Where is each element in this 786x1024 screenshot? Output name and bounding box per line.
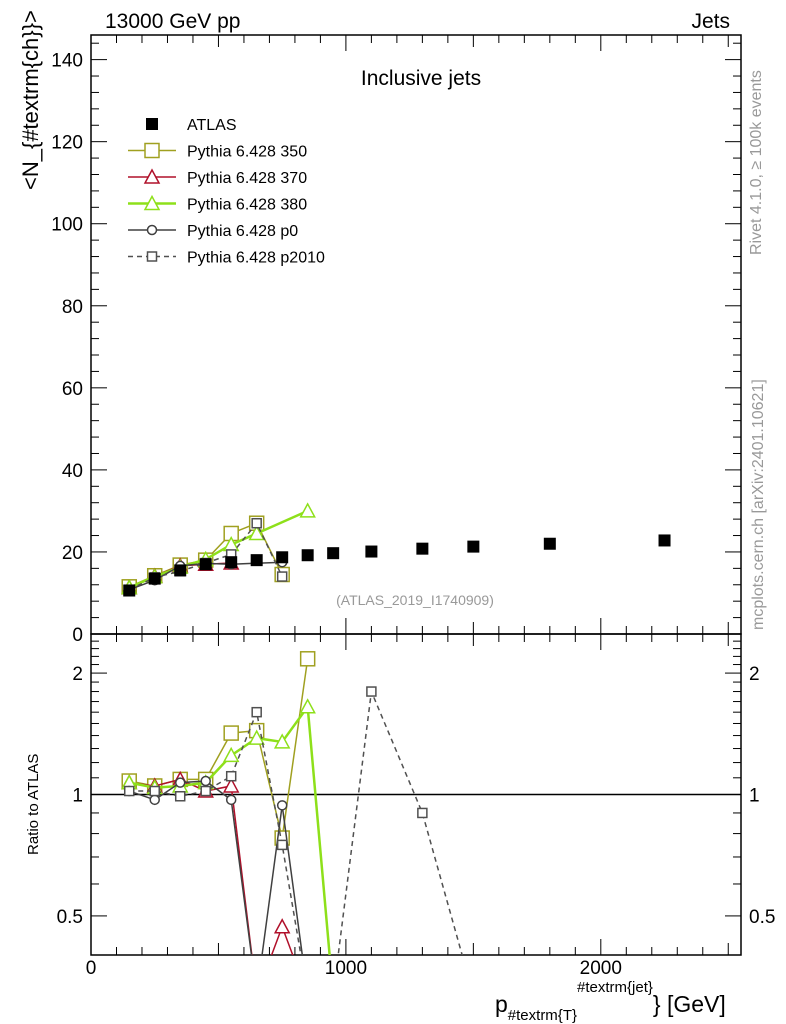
ratio-y-tick-label: 0.5 bbox=[57, 907, 83, 928]
atlas-point bbox=[123, 584, 136, 597]
series-4-ratio-point bbox=[225, 770, 237, 782]
series-1-ratio-point bbox=[222, 777, 240, 793]
series-3-ratio-point bbox=[225, 794, 237, 806]
series-0-ratio-point bbox=[223, 725, 239, 741]
x-axis-label: p#textrm{T}#textrm{jet}} [GeV] bbox=[495, 979, 726, 1024]
ratio-y-tick-label: 0.5 bbox=[749, 907, 775, 928]
series-1-ratio-line bbox=[129, 778, 294, 955]
y-tick-label: 20 bbox=[62, 543, 83, 564]
ratio-y-tick-label: 2 bbox=[72, 664, 83, 685]
y-tick-label: 80 bbox=[62, 297, 83, 318]
series-4-ratio-point bbox=[366, 686, 377, 697]
mcplots-label: mcplots.cern.ch [arXiv:2401.10621] bbox=[750, 379, 767, 630]
legend-label: ATLAS bbox=[187, 117, 237, 134]
y-tick-label: 0 bbox=[72, 625, 83, 646]
series-3-ratio-line bbox=[128, 780, 304, 955]
series-3-ratio-point bbox=[200, 775, 211, 787]
atlas-point bbox=[365, 545, 378, 558]
series-2-ratio-point bbox=[248, 729, 265, 745]
series-4-ratio-point bbox=[200, 785, 211, 797]
y-tick-label: 120 bbox=[51, 133, 83, 154]
series-4-ratio-point bbox=[149, 785, 160, 797]
ratio-panel: 0 1000 2000 0.5 0.5 1 1 2 2 bbox=[57, 633, 775, 979]
legend-marker bbox=[146, 224, 158, 236]
ratio-y-tick-label: 2 bbox=[749, 664, 760, 685]
rivet-label: Rivet 4.1.0, ≥ 100k events bbox=[748, 70, 765, 255]
atlas-point bbox=[199, 558, 212, 571]
legend-label: Pythia 6.428 p0 bbox=[187, 223, 298, 240]
legend-marker bbox=[146, 251, 158, 262]
analysis-watermark: (ATLAS_2019_I1740909) bbox=[336, 592, 494, 608]
series-4-ratio-point bbox=[174, 791, 186, 802]
atlas-point bbox=[467, 540, 480, 553]
series-3-ratio-point bbox=[174, 777, 186, 788]
series-4-point bbox=[251, 517, 262, 529]
legend-label: Pythia 6.428 370 bbox=[187, 170, 307, 187]
x-tick-label: 2000 bbox=[580, 958, 622, 979]
legend-marker bbox=[146, 118, 158, 130]
series-3-ratio-point bbox=[276, 800, 288, 811]
atlas-point bbox=[658, 534, 671, 547]
series-2-point bbox=[248, 524, 265, 541]
legend-marker bbox=[143, 168, 161, 184]
y-tick-label: 100 bbox=[51, 215, 83, 236]
series-3-ratio-point bbox=[149, 794, 160, 806]
series-0-ratio-point bbox=[299, 651, 316, 667]
series-3-ratio bbox=[123, 775, 304, 955]
legend-label: Pythia 6.428 380 bbox=[187, 197, 307, 214]
atlas-point bbox=[174, 564, 187, 577]
legend-marker bbox=[144, 142, 160, 159]
atlas-point bbox=[276, 551, 289, 564]
atlas-point bbox=[301, 549, 314, 562]
ratio-y-tick-label: 1 bbox=[749, 786, 760, 807]
series-2-ratio-point bbox=[273, 733, 291, 749]
main-panel: 0 20 40 60 80 100 120 140 bbox=[51, 34, 742, 955]
series-1-ratio-point bbox=[273, 918, 291, 934]
series-4-ratio-point bbox=[417, 807, 428, 819]
atlas-point bbox=[250, 554, 263, 567]
legend-label: Pythia 6.428 350 bbox=[187, 144, 307, 161]
series-2-ratio-point bbox=[299, 698, 316, 714]
atlas-point bbox=[416, 542, 429, 555]
legend: ATLAS Pythia 6.428 350 Pythia 6.428 370 Pyt… bbox=[128, 117, 325, 267]
y-tick-label: 60 bbox=[62, 379, 83, 400]
ratio-y-axis-label: Ratio to ATLAS bbox=[25, 754, 42, 855]
atlas-point bbox=[225, 556, 238, 569]
y-axis-label: <N_{#textrm{ch}}> bbox=[18, 10, 43, 190]
y-tick-label: 140 bbox=[51, 51, 83, 72]
series-4-ratio-point bbox=[276, 839, 288, 851]
atlas-point bbox=[148, 572, 161, 585]
legend-marker bbox=[143, 194, 161, 211]
series-2-ratio-point bbox=[222, 746, 240, 763]
atlas-point bbox=[543, 537, 556, 550]
series-4-ratio-point bbox=[251, 706, 262, 718]
chart-title: Inclusive jets bbox=[361, 67, 481, 90]
atlas-point bbox=[327, 547, 340, 560]
series-4-ratio bbox=[123, 686, 463, 955]
x-tick-label: 0 bbox=[86, 958, 97, 979]
series-4-point bbox=[276, 571, 288, 582]
series-2-point bbox=[299, 502, 316, 518]
legend-label: Pythia 6.428 p2010 bbox=[187, 250, 325, 267]
header-left: 13000 GeV pp bbox=[105, 10, 240, 33]
x-tick-label: 1000 bbox=[325, 958, 367, 979]
y-tick-label: 40 bbox=[62, 461, 83, 482]
header-right: Jets bbox=[691, 10, 730, 33]
ratio-y-tick-label: 1 bbox=[72, 786, 83, 807]
series-4-ratio-point bbox=[123, 785, 135, 797]
